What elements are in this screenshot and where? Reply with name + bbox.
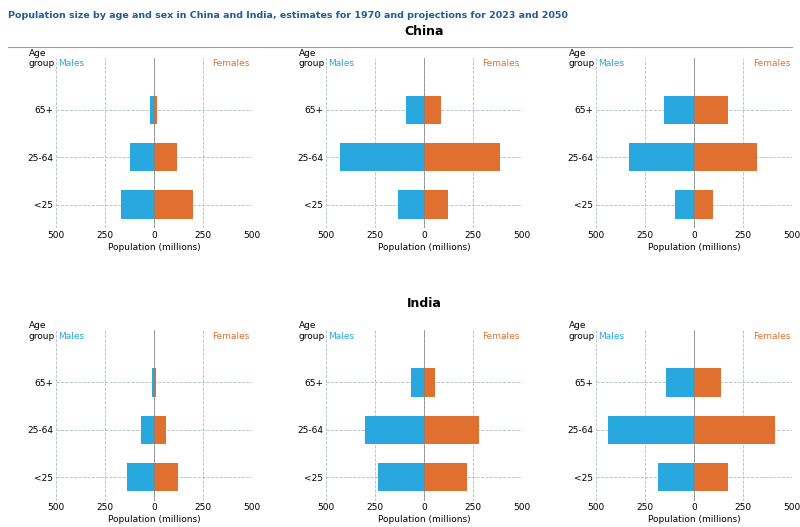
Bar: [424, 415, 479, 444]
Bar: [664, 96, 694, 124]
Text: China: China: [404, 25, 444, 37]
Text: Age
group: Age group: [29, 49, 55, 69]
Bar: [141, 415, 154, 444]
Bar: [154, 190, 193, 219]
Bar: [154, 463, 178, 491]
Text: Males: Males: [598, 332, 624, 341]
Text: Males: Males: [58, 60, 84, 69]
Bar: [694, 415, 775, 444]
Bar: [154, 143, 178, 171]
Bar: [658, 463, 694, 491]
Text: Females: Females: [753, 60, 790, 69]
Bar: [694, 463, 728, 491]
Bar: [411, 368, 424, 397]
Bar: [694, 368, 721, 397]
Text: Females: Females: [482, 60, 520, 69]
Bar: [629, 143, 694, 171]
Text: Age
group: Age group: [298, 49, 325, 69]
Bar: [154, 96, 158, 124]
Text: Males: Males: [598, 60, 624, 69]
Bar: [340, 143, 424, 171]
Text: India: India: [406, 297, 442, 310]
X-axis label: Population (millions): Population (millions): [378, 243, 470, 252]
Bar: [608, 415, 694, 444]
Bar: [694, 143, 757, 171]
X-axis label: Population (millions): Population (millions): [648, 515, 741, 524]
Bar: [674, 190, 694, 219]
X-axis label: Population (millions): Population (millions): [378, 515, 470, 524]
Text: Males: Males: [328, 332, 354, 341]
Bar: [154, 368, 156, 397]
X-axis label: Population (millions): Population (millions): [648, 243, 741, 252]
Bar: [150, 96, 154, 124]
Bar: [127, 463, 154, 491]
X-axis label: Population (millions): Population (millions): [107, 243, 200, 252]
Bar: [406, 96, 424, 124]
Bar: [694, 190, 713, 219]
Bar: [424, 190, 449, 219]
Text: Females: Females: [482, 332, 520, 341]
Bar: [666, 368, 694, 397]
Bar: [130, 143, 154, 171]
Text: Females: Females: [213, 60, 250, 69]
Bar: [398, 190, 424, 219]
Text: Females: Females: [753, 332, 790, 341]
Text: Females: Females: [213, 332, 250, 341]
Bar: [366, 415, 424, 444]
Bar: [154, 415, 166, 444]
Bar: [424, 368, 434, 397]
Bar: [151, 368, 154, 397]
Bar: [424, 96, 441, 124]
Bar: [424, 143, 500, 171]
Text: Population size by age and sex in China and India, estimates for 1970 and projec: Population size by age and sex in China …: [8, 11, 568, 19]
X-axis label: Population (millions): Population (millions): [107, 515, 200, 524]
Bar: [121, 190, 154, 219]
Bar: [694, 96, 728, 124]
Text: Males: Males: [328, 60, 354, 69]
Text: Age
group: Age group: [298, 321, 325, 341]
Text: Age
group: Age group: [569, 321, 595, 341]
Bar: [424, 463, 467, 491]
Text: Age
group: Age group: [569, 49, 595, 69]
Bar: [378, 463, 424, 491]
Text: Age
group: Age group: [29, 321, 55, 341]
Text: Males: Males: [58, 332, 84, 341]
